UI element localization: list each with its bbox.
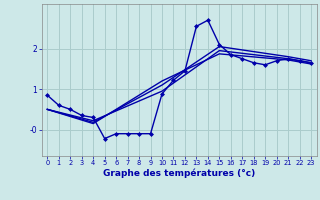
- X-axis label: Graphe des températures (°c): Graphe des températures (°c): [103, 169, 255, 178]
